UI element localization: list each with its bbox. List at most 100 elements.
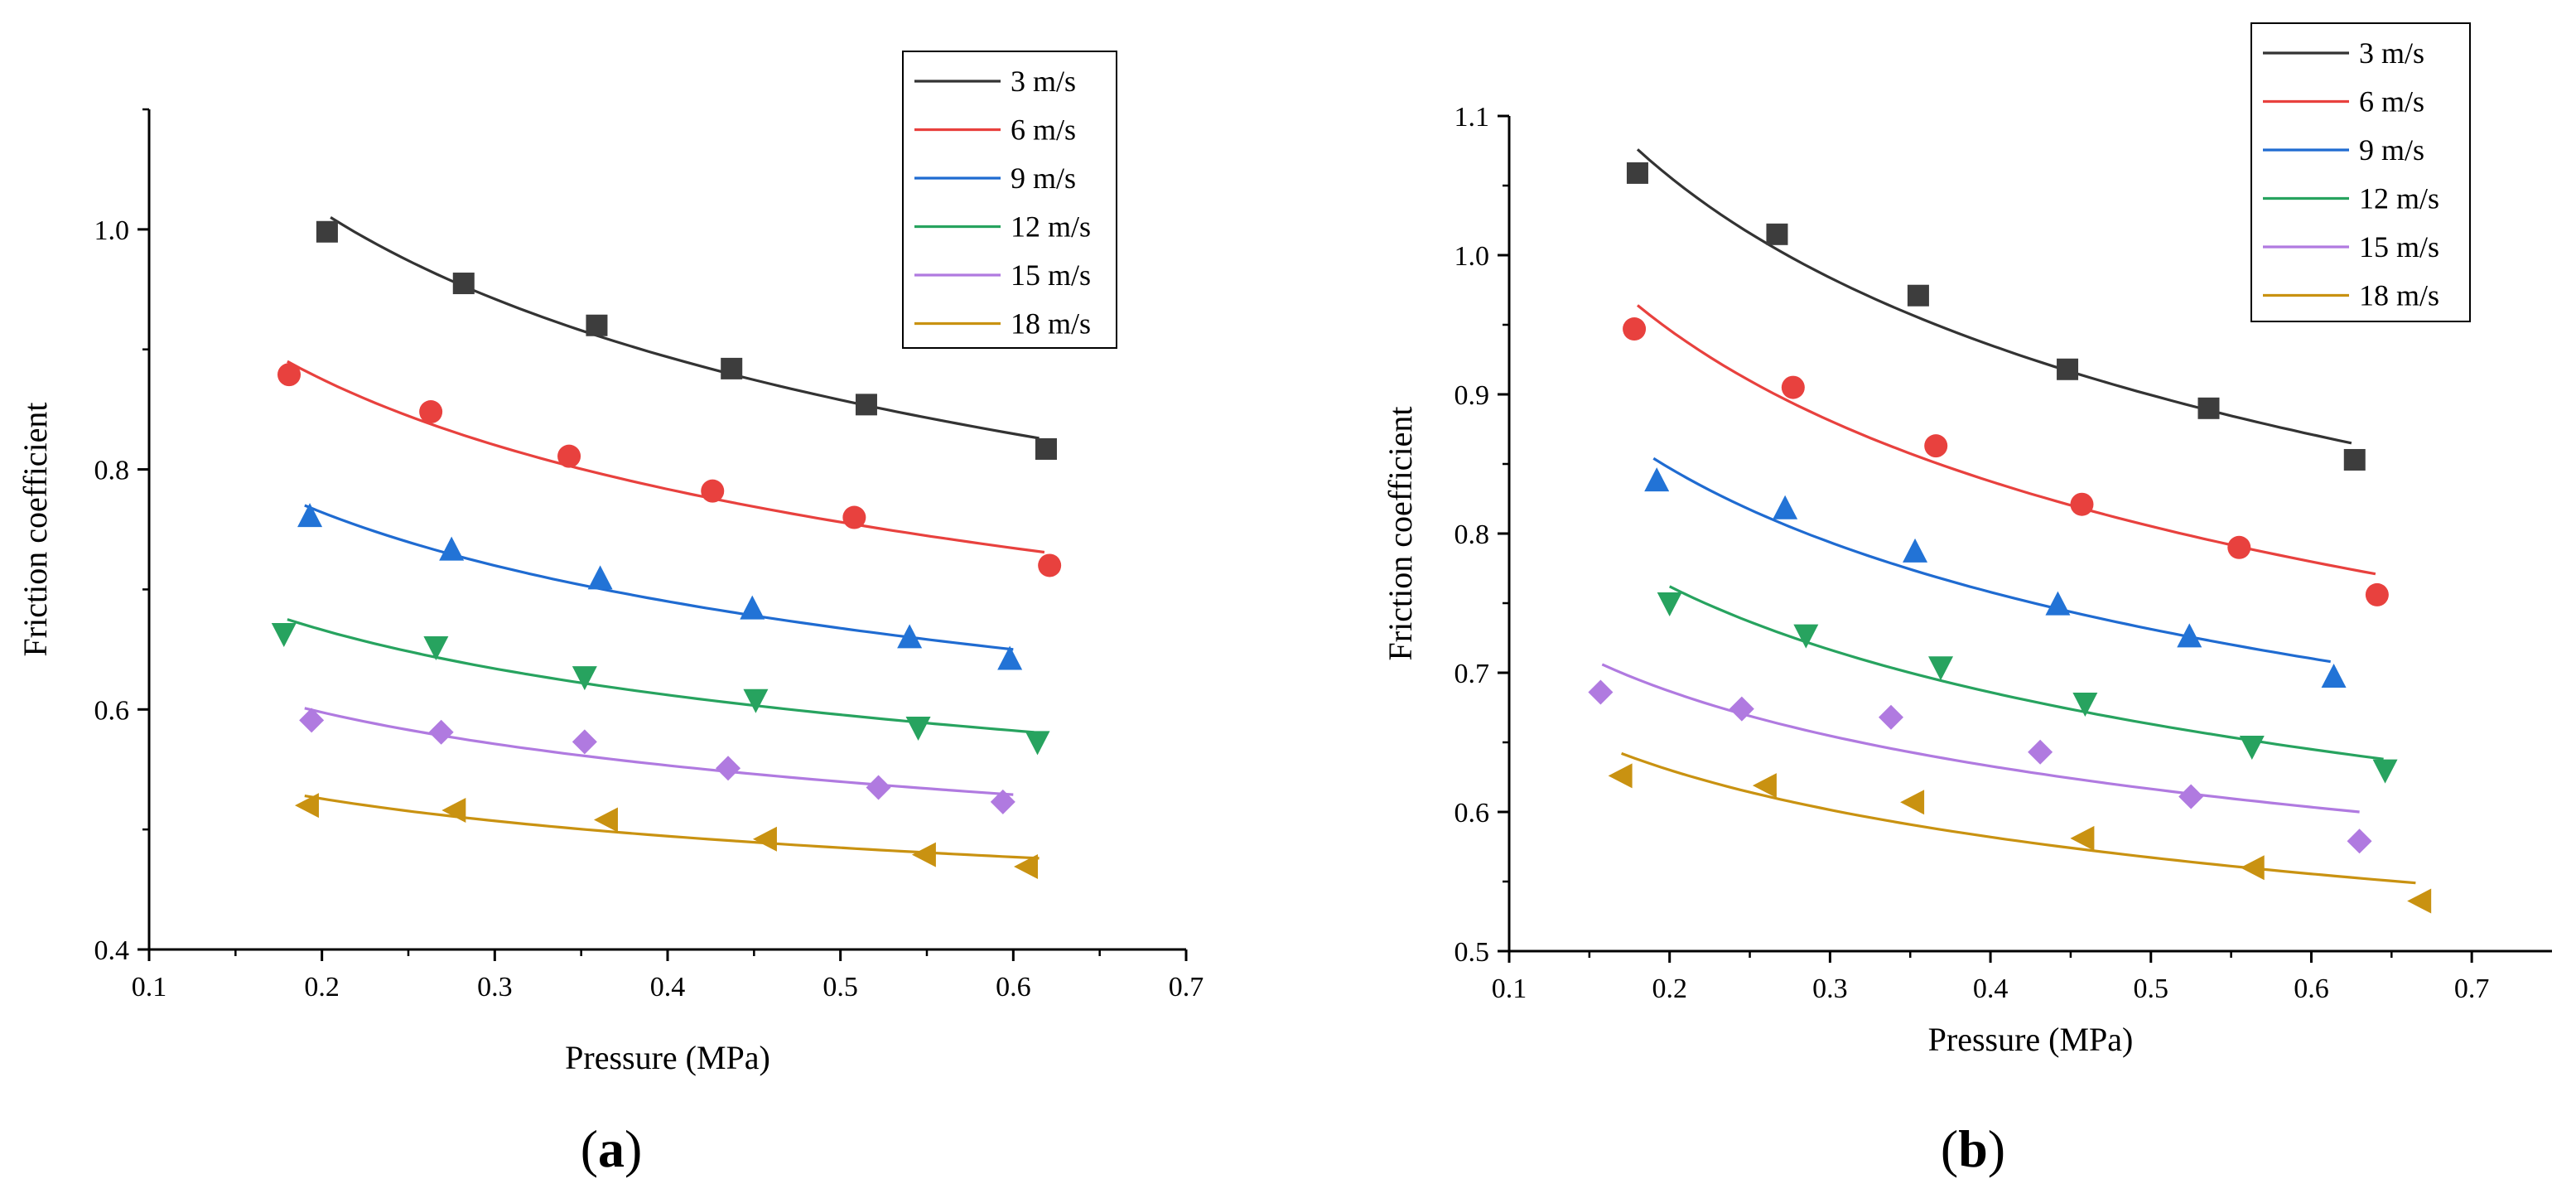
fit-line <box>1636 148 2352 445</box>
data-point <box>423 635 449 660</box>
series-15-m-s <box>299 707 1015 814</box>
panel-b-label: (b) <box>1941 1119 2005 1178</box>
panel-b: 0.1 0.2 0.3 0.4 0.5 0.6 0.7 0.5 0.6 0.7 0.8 0.9 1.0 1… <box>1382 22 2552 1058</box>
data-point <box>855 394 877 416</box>
data-point <box>428 719 454 745</box>
data-point <box>1924 434 1948 458</box>
x-tick-label: 0.4 <box>1973 974 2009 1004</box>
series-6-m-s <box>1623 304 2389 606</box>
x-tick-label: 0.6 <box>996 972 1031 1002</box>
fit-line <box>1668 585 2384 761</box>
data-point <box>2178 784 2204 809</box>
data-point <box>1608 763 1633 789</box>
y-tick-label: 1.1 <box>1454 102 1490 133</box>
y-tick-label: 0.4 <box>94 935 130 966</box>
data-point <box>2045 591 2071 616</box>
data-point <box>1626 162 1648 184</box>
data-point <box>2057 358 2079 380</box>
x-tick-label: 0.6 <box>2294 974 2329 1004</box>
x-tick-label: 0.1 <box>132 972 167 1002</box>
x-axis-label: Pressure (MPa) <box>565 1039 770 1076</box>
data-point <box>1035 437 1057 460</box>
data-point <box>572 666 597 691</box>
data-point <box>2177 623 2202 648</box>
data-point <box>1729 696 1754 722</box>
data-point <box>997 645 1023 670</box>
fit-line <box>304 795 1040 860</box>
data-point <box>277 363 301 387</box>
x-tick-label: 0.3 <box>477 972 513 1002</box>
y-tick-label: 0.5 <box>1454 937 1490 968</box>
fit-line <box>304 707 1014 796</box>
series-18-m-s <box>294 793 1040 880</box>
data-point <box>716 756 741 781</box>
data-point <box>1907 284 1929 307</box>
data-point <box>1878 704 1903 730</box>
data-point <box>2227 535 2251 559</box>
data-point <box>866 775 891 800</box>
data-point <box>1657 592 1682 616</box>
data-point <box>2347 829 2372 854</box>
data-point <box>2028 739 2053 765</box>
x-tick-label: 0.4 <box>650 972 686 1002</box>
legend-label: 15 m/s <box>1011 258 1091 292</box>
data-point <box>740 595 765 620</box>
panel-a-label: (a) <box>581 1119 643 1178</box>
y-tick-label: 0.7 <box>1454 659 1490 689</box>
data-point <box>842 505 866 529</box>
legend-box <box>902 51 1117 349</box>
data-point <box>316 220 338 243</box>
legend-label: 6 m/s <box>1011 114 1076 147</box>
y-axis-label: Friction coefficient <box>1382 407 1419 661</box>
data-point <box>1038 553 1062 577</box>
x-axis-label: Pressure (MPa) <box>1928 1021 2134 1058</box>
data-point <box>299 708 325 733</box>
data-point <box>2343 448 2366 471</box>
legend-label: 18 m/s <box>2359 279 2439 312</box>
data-point <box>587 565 613 590</box>
series-15-m-s <box>1588 663 2372 854</box>
legend-label: 3 m/s <box>1011 65 1076 98</box>
y-tick-label: 0.8 <box>1454 519 1490 550</box>
data-point <box>1766 223 1788 245</box>
legend-label: 18 m/s <box>1011 307 1091 341</box>
y-tick-label: 0.8 <box>94 456 130 486</box>
data-point <box>1623 317 1647 341</box>
x-tick-label: 0.2 <box>304 972 340 1002</box>
x-tick-label: 0.5 <box>822 972 858 1002</box>
data-point <box>2240 855 2265 881</box>
data-point <box>1928 656 1954 681</box>
data-point <box>1588 679 1614 705</box>
legend-box <box>2250 22 2471 322</box>
data-point <box>557 444 581 468</box>
data-point <box>586 314 608 336</box>
data-point <box>752 826 777 852</box>
data-point <box>1644 467 1670 492</box>
x-tick-label: 0.2 <box>1652 974 1687 1004</box>
y-tick-label: 1.0 <box>94 215 130 246</box>
data-point <box>721 357 743 379</box>
legend-label: 9 m/s <box>1011 162 1076 195</box>
data-point <box>897 624 923 649</box>
data-point <box>2197 397 2220 419</box>
fit-line <box>1601 663 2360 814</box>
data-point <box>441 797 466 823</box>
fit-line <box>287 360 1045 554</box>
legend-label: 12 m/s <box>2359 182 2439 215</box>
data-point <box>297 503 323 528</box>
legend-label: 15 m/s <box>2359 230 2439 263</box>
data-point <box>439 536 465 561</box>
panel-a: 0.1 0.2 0.3 0.4 0.5 0.6 0.7 0.4 0.6 0.8 1.0 Pressur… <box>17 51 1204 1076</box>
x-tick-label: 0.7 <box>2454 974 2490 1004</box>
fit-line <box>1621 751 2416 885</box>
legend: 3 m/s 6 m/s 9 m/s 12 m/s 15 m/s 18 m/s <box>902 51 1117 349</box>
fit-line <box>287 618 1035 734</box>
data-point <box>1752 773 1777 799</box>
data-point <box>905 717 931 742</box>
data-point <box>2072 692 2098 717</box>
data-point <box>2070 492 2094 516</box>
y-tick-label: 1.0 <box>1454 241 1490 272</box>
data-point <box>2372 759 2398 784</box>
series-18-m-s <box>1608 751 2432 914</box>
